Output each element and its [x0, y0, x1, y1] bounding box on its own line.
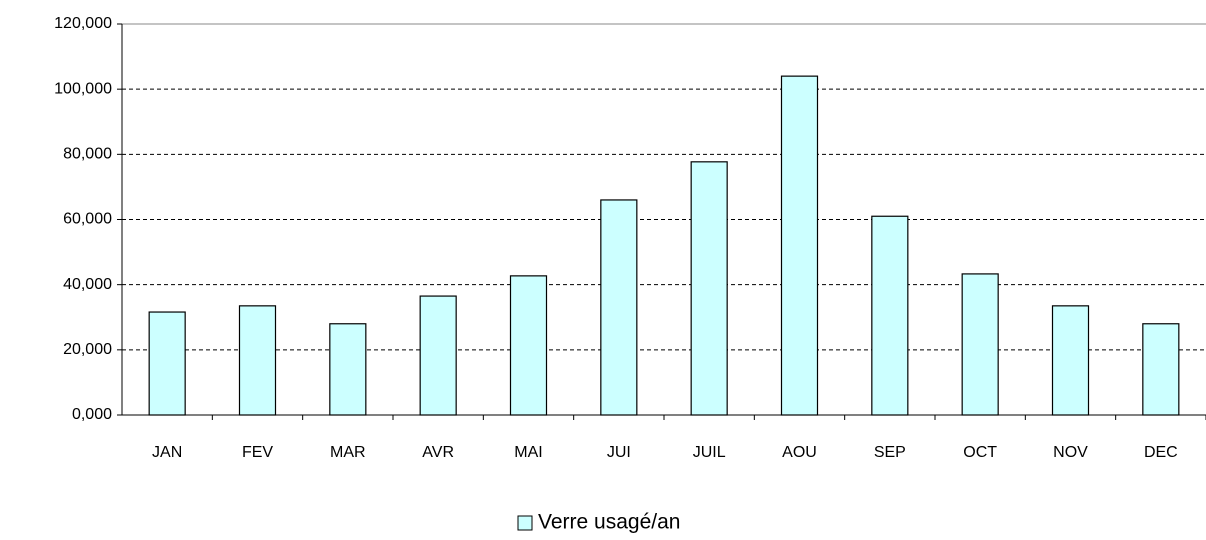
- y-tick-label: 40,000: [63, 276, 112, 293]
- bar: [780, 75, 819, 416]
- legend-swatch: [517, 515, 533, 531]
- y-tick-label: 100,000: [54, 80, 112, 97]
- x-tick-label: AVR: [422, 444, 454, 461]
- x-tick-label: MAI: [514, 444, 542, 461]
- bar: [871, 215, 909, 416]
- y-tick-label: 0,000: [72, 406, 112, 423]
- x-tick-label: AOU: [782, 444, 817, 461]
- x-tick-label: JUIL: [693, 444, 726, 461]
- x-tick-label: MAR: [330, 444, 366, 461]
- y-tick-label: 80,000: [63, 146, 112, 163]
- bar: [600, 199, 638, 416]
- x-tick-label: FEV: [242, 444, 273, 461]
- x-tick-label: OCT: [963, 444, 997, 461]
- legend-label: Verre usagé/an: [538, 511, 680, 534]
- y-tick-label: 60,000: [63, 211, 112, 228]
- bar: [238, 305, 277, 416]
- bar: [961, 273, 999, 416]
- bar: [148, 311, 186, 416]
- bar: [509, 275, 548, 416]
- y-tick-label: 120,000: [54, 15, 112, 32]
- bar: [419, 295, 457, 416]
- x-tick-label: JAN: [152, 444, 182, 461]
- bar: [690, 161, 728, 416]
- x-tick-label: SEP: [874, 444, 906, 461]
- x-tick-label: JUI: [607, 444, 631, 461]
- bar: [1142, 323, 1180, 416]
- bar: [1051, 305, 1090, 416]
- x-tick-label: NOV: [1053, 444, 1088, 461]
- x-tick-label: DEC: [1144, 444, 1178, 461]
- bar: [329, 323, 367, 416]
- y-tick-label: 20,000: [63, 341, 112, 358]
